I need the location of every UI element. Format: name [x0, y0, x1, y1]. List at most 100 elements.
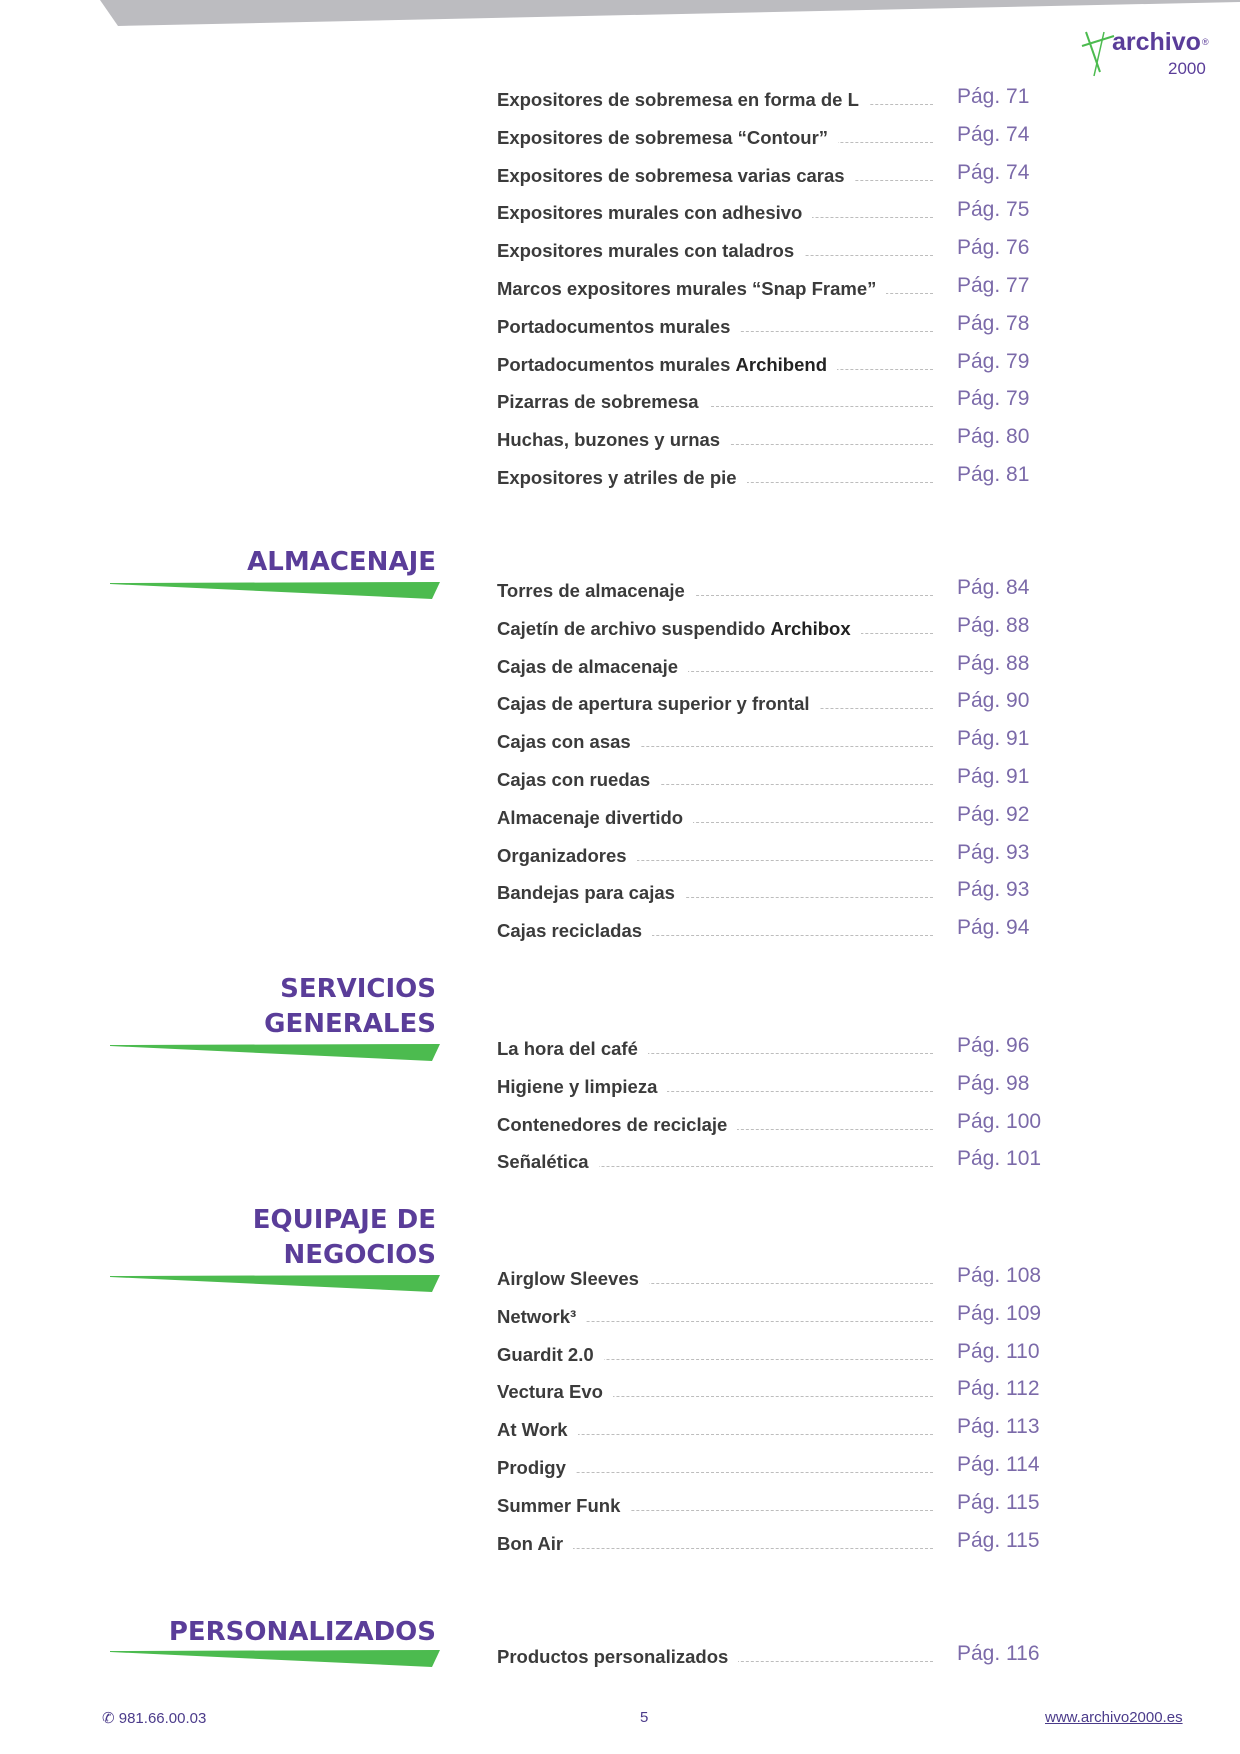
entry-title: Cajas de almacenaje: [497, 655, 688, 678]
dotted-leader: [497, 1472, 933, 1473]
entry-page: Pág. 74: [957, 160, 1030, 185]
toc-entry[interactable]: Vectura Evo Pág. 112: [497, 1373, 1040, 1404]
toc-entry[interactable]: La hora del café Pág. 96: [497, 1030, 1037, 1060]
entry-title: Huchas, buzones y urnas: [497, 429, 731, 452]
entry-title-text: Cajetín de archivo suspendido: [497, 617, 771, 639]
toc-entry[interactable]: Bon Air Pág. 115: [497, 1525, 1040, 1555]
toc-entry[interactable]: Torres de almacenaje Pág. 84: [497, 572, 1037, 602]
toc-entry[interactable]: Organizadores Pág. 93: [497, 837, 1037, 867]
entry-page: Pág. 71: [957, 85, 1030, 109]
entry-title: Cajas con ruedas: [497, 769, 661, 791]
entry-page: Pág. 77: [957, 274, 1030, 298]
entry-page: Pág. 91: [957, 727, 1030, 752]
entry-title: Cajas con asas: [497, 731, 641, 754]
toc-entry[interactable]: Higiene y limpieza Pág. 98: [497, 1068, 1037, 1098]
toc-entry[interactable]: Cajas de almacenaje Pág. 88: [497, 648, 1037, 678]
toc-entry[interactable]: Expositores de sobremesa varias caras Pág…: [497, 157, 1037, 187]
entry-title: Prodigy: [497, 1457, 576, 1479]
entry-title: Expositores murales con taladros: [497, 240, 805, 263]
toc-entry[interactable]: Bandejas para cajas Pág. 93: [497, 874, 1037, 905]
entry-title: Summer Funk: [497, 1494, 631, 1517]
logo-text: archivo: [1112, 28, 1201, 56]
toc-entry[interactable]: Cajas con asas Pág. 91: [497, 723, 1037, 754]
entry-title: Expositores y atriles de pie: [497, 467, 747, 489]
entry-title: At Work: [497, 1419, 578, 1442]
dotted-leader: [497, 784, 933, 785]
entry-title-text: Organizadores: [497, 844, 627, 866]
entry-title-text: Almacenaje divertido: [497, 806, 684, 828]
toc-entry[interactable]: Airglow Sleeves Pág. 108: [497, 1260, 1042, 1290]
toc-entry[interactable]: Expositores de sobremesa en forma de L Pá…: [497, 81, 1037, 111]
toc-entry[interactable]: Portadocumentos murales Archibend Pág. 79: [497, 346, 1037, 376]
toc-entry[interactable]: Network³ Pág. 109: [497, 1298, 1042, 1328]
entry-title-text: Expositores de sobremesa en forma de L: [497, 89, 859, 110]
dotted-leader: [497, 746, 933, 748]
toc-entry[interactable]: Cajetín de archivo suspendido Archibox Pá…: [497, 610, 1037, 640]
toc-entry[interactable]: Cajas con ruedas Pág. 91: [497, 761, 1037, 791]
section-underline-wedge: [110, 1275, 440, 1292]
entry-title-text: Torres de almacenaje: [497, 580, 685, 601]
entry-title-text: Bon Air: [497, 1532, 564, 1554]
entry-title-text: Pizarras de sobremesa: [497, 391, 699, 413]
entry-title-text: Productos personalizados: [497, 1646, 729, 1667]
entry-title-text: Marcos expositores murales “Snap Frame”: [497, 278, 877, 299]
toc-entry[interactable]: Prodigy Pág. 114: [497, 1449, 1040, 1479]
entry-title-text: Cajas recicladas: [497, 920, 643, 942]
toc-entry[interactable]: Portadocumentos murales Pág. 78: [497, 308, 1037, 338]
phone-icon: ✆: [102, 1710, 115, 1727]
entry-title-text: Bandejas para cajas: [497, 882, 675, 904]
dotted-leader: [497, 859, 933, 861]
entry-title: Almacenaje divertido: [497, 806, 694, 829]
entry-title: Organizadores: [497, 844, 637, 867]
section-heading: PERSONALIZADOS: [169, 1615, 436, 1650]
dotted-leader: [497, 1053, 933, 1054]
toc-entry[interactable]: Summer Funk Pág. 115: [497, 1487, 1040, 1517]
toc-entry[interactable]: Pizarras de sobremesa Pág. 79: [497, 383, 1037, 414]
toc-entry[interactable]: Marcos expositores murales “Snap Frame” P…: [497, 270, 1037, 300]
toc-entry[interactable]: Productos personalizados Pág. 116: [497, 1638, 1040, 1668]
entry-title-text: Vectura Evo: [497, 1381, 603, 1403]
dotted-leader: [497, 935, 933, 937]
toc-entry[interactable]: Huchas, buzones y urnas Pág. 80: [497, 421, 1037, 452]
website-link[interactable]: www.archivo2000.es: [1045, 1709, 1183, 1726]
toc-entry[interactable]: Guardit 2.0 Pág. 110: [497, 1336, 1040, 1366]
toc-entry[interactable]: Almacenaje divertido Pág. 92: [497, 799, 1037, 829]
toc-entry[interactable]: At Work Pág. 113: [497, 1411, 1040, 1442]
entry-title-text: Portadocumentos murales: [497, 353, 736, 375]
toc-entry[interactable]: Expositores murales con taladros Pág. 76: [497, 232, 1037, 263]
dotted-leader: [497, 1320, 933, 1322]
entry-title-text: Cajas de almacenaje: [497, 655, 678, 677]
entry-brand-name: Archibox: [770, 617, 851, 639]
section-heading: EQUIPAJE DE NEGOCIOS: [253, 1203, 436, 1273]
toc-entry[interactable]: Expositores y atriles de pie Pág. 81: [497, 459, 1037, 489]
toc-entry[interactable]: Cajas de apertura superior y frontal Pág.…: [497, 685, 1037, 716]
entry-title: Vectura Evo: [497, 1381, 613, 1404]
entry-page: Pág. 109: [957, 1301, 1042, 1326]
toc-entry[interactable]: Expositores de sobremesa “Contour” Pág. 7…: [497, 119, 1037, 149]
entry-page: Pág. 78: [957, 311, 1030, 336]
entry-page: Pág. 79: [957, 349, 1030, 374]
dotted-leader: [497, 1090, 933, 1092]
entry-title-text: Contenedores de reciclaje: [497, 1113, 728, 1135]
dotted-leader: [497, 406, 933, 408]
entry-title: Higiene y limpieza: [497, 1075, 668, 1098]
entry-title-text: Cajas de apertura superior y frontal: [497, 693, 810, 715]
entry-title-text: Network³: [497, 1305, 577, 1327]
entry-title: Expositores de sobremesa en forma de L: [497, 89, 869, 111]
dotted-leader: [497, 1547, 933, 1549]
entry-title: Cajas de apertura superior y frontal: [497, 693, 820, 716]
entry-page: Pág. 112: [957, 1377, 1040, 1402]
page-number: 5: [640, 1709, 649, 1726]
toc-entry[interactable]: Contenedores de reciclaje Pág. 100: [497, 1106, 1042, 1136]
archivo2000-logo: archivo® 2000: [1080, 28, 1230, 84]
entry-page: Pág. 115: [957, 1490, 1040, 1515]
toc-entry[interactable]: Expositores murales con adhesivo Pág. 75: [497, 194, 1037, 225]
toc-entry[interactable]: Cajas recicladas Pág. 94: [497, 912, 1037, 943]
entry-title: Marcos expositores murales “Snap Frame”: [497, 278, 887, 300]
entry-title-text: Expositores murales con adhesivo: [497, 202, 803, 224]
entry-title-text: Portadocumentos murales: [497, 315, 731, 337]
section-heading: ALMACENAJE: [247, 545, 436, 580]
entry-title-text: Expositores de sobremesa varias caras: [497, 164, 845, 186]
dotted-leader: [497, 821, 933, 823]
toc-entry[interactable]: Señalética Pág. 101: [497, 1143, 1042, 1174]
